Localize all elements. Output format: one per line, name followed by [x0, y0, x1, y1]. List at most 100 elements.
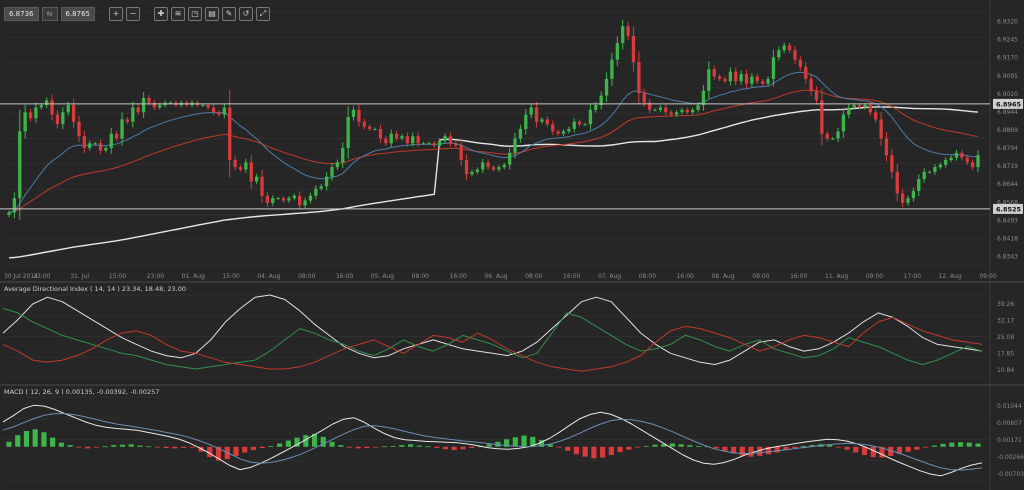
candle-body: [927, 171, 932, 173]
candle-body: [787, 45, 792, 51]
candle-body: [141, 97, 146, 113]
candle-body: [120, 119, 124, 139]
candle-body: [642, 93, 646, 103]
candle-body: [610, 59, 614, 79]
di-plus-line: [2, 308, 983, 370]
indicators-icon[interactable]: ≋: [171, 7, 185, 21]
templates-icon[interactable]: ▤: [205, 7, 219, 21]
candle-body: [206, 105, 210, 108]
candle-body: [66, 105, 70, 113]
candle-body: [507, 152, 512, 165]
candle-body: [960, 152, 964, 158]
macd-histogram-bar: [434, 446, 440, 448]
price-y-tick: 6.8418: [997, 235, 1018, 242]
candle-body: [416, 136, 420, 144]
candle-body: [615, 43, 619, 60]
macd-histogram-bar: [119, 444, 126, 447]
zoom-in-icon[interactable]: +: [109, 7, 123, 21]
candle-body: [222, 107, 226, 115]
candle-body: [432, 143, 436, 146]
crosshair-icon[interactable]: ✚: [154, 7, 168, 21]
macd-histogram-bar: [556, 446, 562, 448]
macd-histogram-bar: [696, 445, 702, 447]
price-x-tick: 16:00: [336, 273, 353, 280]
price-y-tick: 6.8794: [997, 145, 1018, 152]
objects-icon[interactable]: ◳: [188, 7, 202, 21]
macd-histogram-bar: [303, 435, 309, 447]
candle-body: [271, 198, 275, 203]
macd-histogram-bar: [905, 446, 911, 452]
macd-y-tick: 0.01044: [997, 403, 1022, 410]
expand-icon[interactable]: ⤢: [256, 7, 270, 21]
candle-body: [836, 131, 840, 139]
candle-body: [545, 119, 549, 125]
candle-body: [276, 198, 280, 200]
candle-body: [529, 107, 533, 115]
candle-body: [421, 143, 426, 145]
macd-histogram-bar: [277, 443, 283, 447]
zoom-out-icon[interactable]: −: [126, 7, 140, 21]
adx-title: Average Directional Index ( 14, 14 ) 23.…: [4, 285, 186, 293]
price-x-tick: 08:00: [752, 273, 769, 280]
macd-histogram-bar: [163, 446, 169, 448]
candle-body: [357, 109, 361, 122]
candle-body: [717, 76, 722, 79]
candle-body: [308, 195, 313, 201]
macd-histogram-bar: [233, 446, 239, 456]
candle-body: [863, 105, 867, 108]
macd-histogram-bar: [58, 442, 64, 447]
candle-body: [335, 162, 340, 168]
macd-histogram-bar: [617, 446, 623, 453]
adx-line: [2, 294, 983, 365]
macd-histogram-bar: [722, 446, 728, 451]
reset-icon[interactable]: ↺: [239, 7, 253, 21]
macd-histogram-bar: [896, 446, 903, 454]
macd-histogram-bar: [914, 446, 920, 450]
price-y-tick: 6.9095: [997, 73, 1018, 80]
price-y-tick: 6.9245: [997, 37, 1018, 44]
macd-histogram-bar: [661, 443, 667, 447]
ask-price[interactable]: 6.8765: [60, 7, 95, 21]
candle-body: [696, 105, 700, 110]
candle-body: [104, 148, 108, 151]
candle-body: [254, 176, 259, 182]
candle-body: [265, 195, 270, 203]
candle-body: [34, 107, 38, 119]
macd-histogram-bar: [591, 446, 597, 459]
macd-histogram-bar: [521, 435, 527, 447]
adx-y-tick: 10.84: [997, 367, 1014, 374]
candle-body: [389, 133, 393, 144]
candle-body: [777, 50, 781, 58]
macd-histogram-bar: [600, 446, 606, 458]
candle-body: [879, 119, 883, 139]
candle-body: [707, 69, 711, 91]
candle-body: [583, 124, 587, 126]
candle-body: [45, 100, 49, 106]
macd-y-tick: 0.00607: [997, 420, 1022, 427]
macd-histogram-bar: [6, 441, 12, 447]
candle-body: [653, 109, 657, 111]
price-y-tick: 6.8568: [997, 199, 1018, 206]
candle-body: [217, 112, 221, 115]
candle-body: [739, 74, 743, 82]
macd-histogram-bar: [93, 446, 99, 448]
price-x-tick: 15:00: [109, 273, 126, 280]
candle-body: [820, 100, 824, 134]
macd-histogram-bar: [154, 446, 161, 448]
candle-body: [685, 109, 689, 113]
candle-body: [82, 136, 87, 149]
candle-body: [814, 90, 819, 101]
candle-body: [319, 186, 323, 189]
candle-body: [604, 78, 609, 96]
edit-icon[interactable]: ✎: [222, 7, 236, 21]
macd-histogram-bar: [687, 445, 693, 447]
candle-body: [39, 105, 43, 108]
candle-body: [933, 167, 937, 172]
macd-histogram-bar: [128, 444, 134, 447]
chart-toolbar: 6.8736 ⇆ 6.8765 + − ✚ ≋ ◳ ▤ ✎ ↺ ⤢: [4, 6, 270, 22]
bid-price[interactable]: 6.8736: [4, 7, 39, 21]
level-tag: [993, 98, 1023, 109]
candle-body: [491, 167, 496, 170]
macd-histogram-bar: [713, 446, 719, 449]
